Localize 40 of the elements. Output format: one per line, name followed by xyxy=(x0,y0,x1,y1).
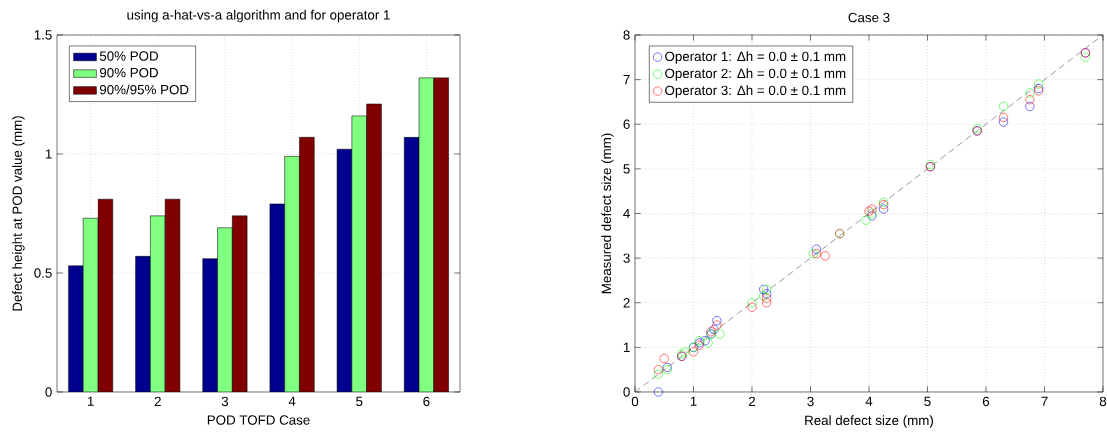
y-tick-label: 7 xyxy=(623,75,630,85)
legend-label: 50% POD xyxy=(99,51,158,61)
x-tick-label: 1 xyxy=(690,396,697,406)
chart-title: Case 3 xyxy=(848,12,890,23)
chart-title: using a-hat-vs-a algorithm and for operator 1 xyxy=(127,9,390,23)
x-tick-label: 2 xyxy=(154,396,161,407)
y-tick-label: 0.5 xyxy=(34,268,52,278)
y-axis-title: Measured defect size (mm) xyxy=(601,133,614,294)
y-tick-label: 8 xyxy=(623,30,630,40)
y-tick-label: 2 xyxy=(623,298,630,308)
y-tick-label: 6 xyxy=(623,119,630,129)
y-tick-label: 0 xyxy=(45,387,52,397)
x-tick-label: 4 xyxy=(865,396,873,406)
x-tick-label: 7 xyxy=(1041,396,1048,406)
y-axis-title: Defect height at POD value (mm) xyxy=(12,116,25,311)
y-tick-label: 0 xyxy=(623,387,630,397)
y-tick-label: 5 xyxy=(623,164,630,174)
y-tick-label: 1.5 xyxy=(34,30,52,40)
legend-label: Operator 1: Δh = 0.0 ± 0.1 mm xyxy=(665,51,846,64)
x-tick-label: 5 xyxy=(924,396,931,406)
x-tick-label: 6 xyxy=(982,396,990,407)
legend-label: Operator 2: Δh = 0.0 ± 0.1 mm xyxy=(665,68,846,81)
x-axis-title: Real defect size (mm) xyxy=(805,415,933,428)
x-tick-label: 3 xyxy=(807,396,814,407)
y-tick-label: 1 xyxy=(623,342,630,352)
x-tick-label: 2 xyxy=(748,396,756,407)
y-tick-label: 1 xyxy=(45,149,52,159)
legend-label: 90% POD xyxy=(99,67,158,78)
x-tick-label: 8 xyxy=(1099,396,1107,407)
y-tick-label: 3 xyxy=(623,253,630,263)
legend-label: 90%/95% POD xyxy=(99,84,189,95)
x-tick-label: 6 xyxy=(423,396,430,407)
x-tick-label: 3 xyxy=(221,396,229,407)
y-tick-label: 4 xyxy=(623,208,630,219)
x-tick-label: 0 xyxy=(631,396,639,407)
x-axis-title: POD TOFD Case xyxy=(207,415,310,425)
x-tick-label: 5 xyxy=(356,396,363,406)
x-tick-label: 4 xyxy=(288,396,296,406)
legend-label: Operator 3: Δh = 0.0 ± 0.1 mm xyxy=(665,85,846,98)
x-tick-label: 1 xyxy=(87,396,94,406)
